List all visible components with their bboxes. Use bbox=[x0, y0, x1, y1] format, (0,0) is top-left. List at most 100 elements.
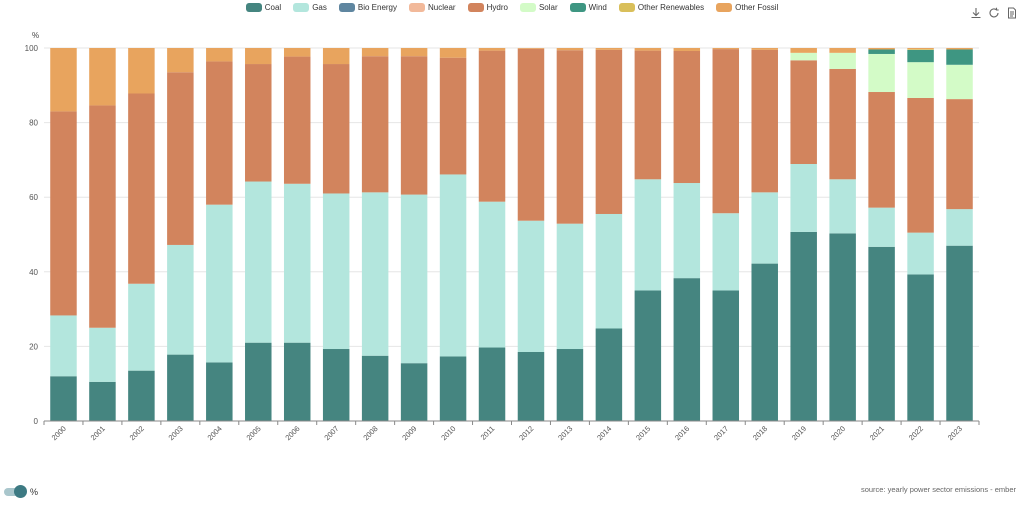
legend-swatch bbox=[338, 3, 355, 12]
legend-item-other-renewables[interactable]: Other Renewables bbox=[618, 3, 705, 12]
bar-gas-2016 bbox=[673, 183, 701, 279]
bar-hydro-2015 bbox=[634, 50, 662, 180]
bar-coal-2016 bbox=[673, 278, 701, 421]
legend-item-bio-energy[interactable]: Bio Energy bbox=[338, 3, 397, 12]
bar-other-fossil-2013 bbox=[556, 48, 584, 51]
bar-hydro-2009 bbox=[400, 56, 428, 195]
legend-item-other-fossil[interactable]: Other Fossil bbox=[716, 3, 778, 12]
unit-toggle[interactable]: % bbox=[4, 485, 39, 498]
legend-item-nuclear[interactable]: Nuclear bbox=[409, 3, 456, 12]
legend-item-wind[interactable]: Wind bbox=[569, 3, 607, 12]
chart-toolbox bbox=[970, 6, 1018, 19]
bar-other-fossil-2006 bbox=[283, 48, 311, 57]
bar-wind-2022 bbox=[907, 49, 934, 63]
legend-label: Other Fossil bbox=[735, 3, 779, 12]
legend-label: Hydro bbox=[486, 3, 508, 12]
bar-gas-2007 bbox=[322, 193, 350, 350]
toggle-knob bbox=[14, 485, 27, 498]
bar-hydro-2006 bbox=[283, 56, 311, 184]
bar-other-fossil-2022 bbox=[907, 48, 934, 50]
bar-hydro-2010 bbox=[439, 57, 467, 175]
bar-gas-2000 bbox=[50, 315, 77, 377]
bar-gas-2019 bbox=[790, 164, 817, 232]
bar-gas-2011 bbox=[478, 201, 506, 348]
legend-item-hydro[interactable]: Hydro bbox=[467, 3, 508, 12]
x-tick-label: 2016 bbox=[673, 424, 691, 442]
bar-hydro-2008 bbox=[361, 56, 389, 193]
bar-other-fossil-2016 bbox=[673, 48, 701, 51]
y-tick-label: 20 bbox=[29, 342, 38, 351]
bar-other-renewables-2022 bbox=[907, 49, 934, 50]
bar-other-fossil-2012 bbox=[517, 48, 545, 49]
bar-hydro-2019 bbox=[790, 60, 817, 165]
y-axis-label: % bbox=[32, 31, 39, 40]
legend-label: Coal bbox=[264, 3, 282, 12]
download-icon[interactable] bbox=[970, 6, 982, 19]
bar-coal-2013 bbox=[556, 349, 584, 421]
toggle-switch[interactable] bbox=[4, 485, 27, 498]
bar-other-fossil-2010 bbox=[439, 48, 467, 58]
bar-gas-2017 bbox=[712, 213, 740, 291]
bar-gas-2018 bbox=[751, 192, 778, 264]
bar-gas-2002 bbox=[128, 283, 155, 371]
bar-wind-2021 bbox=[868, 49, 895, 54]
legend-label: Solar bbox=[538, 3, 558, 12]
bar-hydro-2016 bbox=[673, 50, 701, 184]
bar-other-fossil-2009 bbox=[400, 48, 428, 57]
legend-item-gas[interactable]: Gas bbox=[293, 3, 327, 12]
x-tick-label: 2011 bbox=[479, 424, 497, 442]
legend-swatch bbox=[409, 3, 426, 12]
bar-solar-2022 bbox=[907, 62, 934, 98]
refresh-icon[interactable] bbox=[988, 6, 1000, 18]
y-tick-label: 80 bbox=[29, 119, 38, 128]
bar-hydro-2003 bbox=[167, 72, 194, 245]
bar-gas-2009 bbox=[400, 194, 428, 364]
bar-hydro-2023 bbox=[946, 99, 973, 210]
bar-gas-2005 bbox=[245, 181, 272, 343]
bar-other-fossil-2020 bbox=[829, 48, 856, 53]
bar-coal-2023 bbox=[946, 245, 973, 421]
bar-gas-2012 bbox=[517, 220, 545, 352]
toggle-label: % bbox=[30, 487, 39, 497]
bar-coal-2020 bbox=[829, 233, 856, 421]
legend-label: Other Renewables bbox=[637, 3, 705, 12]
stacked-bar-chart: 0 20 40 60 80 100% 2000 2001 2002 2003 2004 2005 200… bbox=[25, 31, 980, 442]
x-tick-label: 2014 bbox=[595, 424, 613, 442]
bar-hydro-2004 bbox=[206, 61, 233, 205]
legend-swatch bbox=[467, 3, 484, 12]
bar-coal-2001 bbox=[89, 381, 116, 421]
bar-hydro-2005 bbox=[245, 64, 272, 182]
legend-label: Nuclear bbox=[428, 3, 456, 12]
chart-legend: Coal Gas Bio Energy Nuclear Hydro Solar Wind Ot… bbox=[0, 3, 1024, 12]
bar-wind-2023 bbox=[946, 49, 973, 65]
data-view-icon[interactable] bbox=[1006, 6, 1018, 19]
bar-gas-2003 bbox=[167, 244, 194, 355]
bar-other-fossil-2014 bbox=[595, 48, 623, 50]
x-tick-label: 2002 bbox=[128, 424, 146, 442]
bar-other-fossil-2015 bbox=[634, 48, 662, 51]
legend-item-coal[interactable]: Coal bbox=[245, 3, 282, 12]
x-tick-label: 2009 bbox=[400, 424, 418, 442]
bar-coal-2005 bbox=[245, 342, 272, 421]
bar-gas-2008 bbox=[361, 192, 389, 356]
bar-coal-2014 bbox=[595, 328, 623, 421]
y-tick-label: 40 bbox=[29, 268, 38, 277]
bar-coal-2010 bbox=[439, 356, 467, 421]
legend-label: Gas bbox=[312, 3, 327, 12]
x-tick-label: 2015 bbox=[634, 424, 652, 442]
bar-other-fossil-2002 bbox=[128, 48, 155, 94]
bar-hydro-2002 bbox=[128, 93, 155, 284]
bar-hydro-2013 bbox=[556, 50, 584, 224]
bar-other-fossil-2003 bbox=[167, 48, 194, 73]
bar-solar-2023 bbox=[946, 64, 973, 100]
legend-item-solar[interactable]: Solar bbox=[519, 3, 558, 12]
bar-hydro-2001 bbox=[89, 105, 116, 328]
bar-coal-2006 bbox=[283, 342, 311, 421]
bar-solar-2020 bbox=[829, 52, 856, 69]
bar-gas-2015 bbox=[634, 179, 662, 291]
bar-hydro-2014 bbox=[595, 49, 623, 214]
source-note: source: yearly power sector emissions - … bbox=[860, 485, 1016, 494]
bar-other-fossil-2017 bbox=[712, 48, 740, 50]
bar-coal-2000 bbox=[50, 376, 77, 421]
x-tick-label: 2020 bbox=[829, 424, 847, 442]
